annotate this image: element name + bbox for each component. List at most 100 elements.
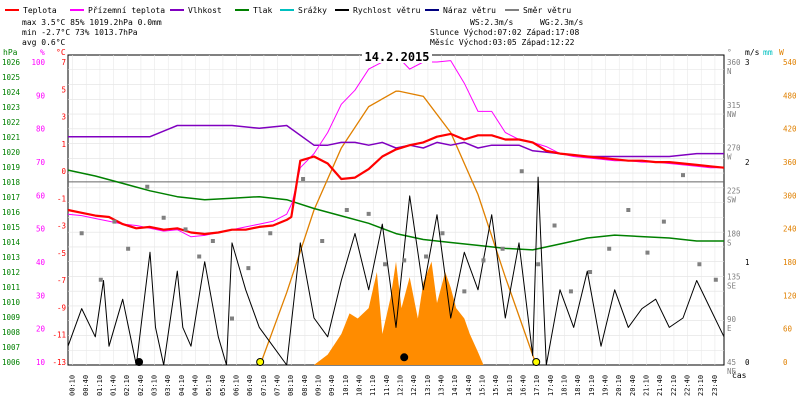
x-tick: 17:10 bbox=[533, 375, 541, 396]
dir-tick: NE bbox=[727, 367, 737, 376]
x-tick: 00:10 bbox=[69, 375, 77, 396]
solar-radiation-area bbox=[314, 261, 484, 365]
marker-point bbox=[135, 358, 144, 366]
x-tick: 11:10 bbox=[369, 375, 377, 396]
hpa-tick: 1022 bbox=[2, 118, 20, 127]
x-tick: 00:40 bbox=[82, 375, 90, 396]
hpa-tick: 1017 bbox=[2, 193, 20, 202]
temperature-line bbox=[67, 132, 725, 236]
wind-direction-point bbox=[210, 239, 215, 243]
stats-max-row: max 3.5°C 85% 1019.2hPa 0.0mm bbox=[22, 18, 162, 27]
dir-tick: E bbox=[727, 324, 732, 333]
area-series bbox=[259, 90, 537, 366]
dir-tick: 180 bbox=[727, 229, 741, 238]
legend: Teplota Přízemní teplota Vlhkost Tlak Srážky… bbox=[5, 6, 584, 47]
x-tick: 08:40 bbox=[301, 375, 309, 396]
x-tick: 23:10 bbox=[697, 375, 705, 396]
dir-tick: 315 bbox=[727, 101, 741, 110]
axis-x-label: čas bbox=[732, 370, 747, 380]
x-tick: 07:40 bbox=[274, 375, 282, 396]
hpa-tick: 1024 bbox=[2, 88, 21, 97]
wind-direction-point bbox=[112, 219, 117, 224]
dir-tick: 360 bbox=[727, 58, 741, 67]
x-tick: 15:10 bbox=[479, 375, 487, 396]
pct-tick: 70 bbox=[36, 158, 46, 167]
w-tick: 360 bbox=[783, 158, 797, 167]
ms-tick: 1 bbox=[745, 258, 750, 267]
chart-title: 14.2.2015 bbox=[364, 50, 429, 64]
wind-direction-dots bbox=[79, 169, 718, 366]
w-tick: 60 bbox=[783, 325, 793, 334]
axis-pct-label: % bbox=[40, 48, 45, 57]
ms-tick: 2 bbox=[745, 158, 750, 167]
wind-direction-point bbox=[519, 169, 524, 174]
hpa-tick: 1006 bbox=[2, 358, 21, 367]
hpa-tick: 1025 bbox=[2, 73, 20, 82]
stats-avg-row: avg 0.6°C bbox=[22, 38, 66, 47]
x-tick: 12:40 bbox=[410, 375, 418, 396]
legend-label-dir: Směr větru bbox=[523, 6, 571, 15]
title-background bbox=[362, 49, 432, 63]
legend-label-gust: Náraz větru bbox=[443, 6, 496, 15]
c-tick: 7 bbox=[61, 58, 66, 67]
wind-direction-point bbox=[197, 254, 202, 259]
wind-direction-point bbox=[661, 219, 666, 224]
hpa-tick: 1009 bbox=[2, 313, 20, 322]
pct-tick: 20 bbox=[36, 325, 46, 334]
dir-tick: N bbox=[727, 67, 732, 76]
ms-tick: 0 bbox=[745, 358, 750, 367]
x-tick: 01:10 bbox=[96, 375, 104, 396]
humidity-line bbox=[68, 124, 724, 158]
x-tick: 22:10 bbox=[670, 375, 678, 396]
dir-tick: 270 bbox=[727, 144, 741, 153]
hpa-tick: 1026 bbox=[2, 58, 21, 67]
hpa-tick: 1013 bbox=[2, 253, 20, 262]
x-tick: 12:10 bbox=[397, 375, 405, 396]
wind-direction-point bbox=[424, 254, 429, 259]
hpa-tick: 1011 bbox=[2, 283, 20, 292]
x-tick: 14:10 bbox=[451, 375, 459, 396]
hpa-tick: 1018 bbox=[2, 178, 21, 187]
hpa-tick: 1019 bbox=[2, 163, 20, 172]
w-tick: 540 bbox=[783, 58, 797, 67]
wind-direction-point bbox=[681, 173, 685, 178]
x-tick: 20:40 bbox=[629, 375, 637, 396]
pct-tick: 50 bbox=[36, 225, 46, 234]
dir-tick: SW bbox=[727, 196, 737, 205]
x-tick: 09:40 bbox=[328, 375, 336, 396]
wind-direction-point bbox=[246, 266, 251, 271]
c-tick: -11 bbox=[52, 331, 66, 340]
dir-tick: W bbox=[727, 153, 732, 162]
x-tick: 10:40 bbox=[356, 375, 364, 396]
legend-label-temp: Teplota bbox=[23, 6, 57, 15]
pct-tick: 60 bbox=[36, 191, 46, 200]
wind-direction-point bbox=[301, 177, 306, 181]
marker-point bbox=[400, 353, 409, 362]
c-tick: -13 bbox=[52, 358, 66, 367]
wind-direction-point bbox=[79, 231, 84, 236]
w-tick: 480 bbox=[783, 91, 797, 100]
dir-tick: SE bbox=[727, 281, 737, 290]
stats-min-row: min -2.7°C 73% 1013.7hPa bbox=[22, 28, 138, 37]
x-tick: 10:10 bbox=[342, 375, 350, 396]
wind-direction-point bbox=[607, 246, 612, 251]
pct-tick: 40 bbox=[36, 258, 46, 267]
c-tick: 3 bbox=[61, 113, 66, 122]
x-tick: 20:10 bbox=[615, 375, 623, 396]
marker-point bbox=[256, 358, 265, 366]
x-tick: 09:10 bbox=[315, 375, 323, 396]
x-tick: 16:10 bbox=[506, 375, 514, 396]
w-tick: 420 bbox=[783, 125, 797, 134]
wind-direction-point bbox=[98, 277, 103, 282]
x-tick: 02:10 bbox=[123, 375, 131, 396]
x-tick: 15:40 bbox=[492, 375, 500, 396]
wind-direction-point bbox=[383, 262, 388, 267]
ground-temperature-line bbox=[67, 54, 724, 238]
dir-tick: 45 bbox=[727, 358, 736, 367]
legend-label-wind: Rychlost větru bbox=[353, 6, 421, 15]
wind-direction-point bbox=[462, 289, 467, 294]
hpa-tick: 1020 bbox=[2, 148, 21, 157]
x-tick: 03:10 bbox=[151, 375, 159, 396]
axis-c-label: °C bbox=[56, 48, 66, 57]
x-tick: 04:40 bbox=[192, 375, 200, 396]
